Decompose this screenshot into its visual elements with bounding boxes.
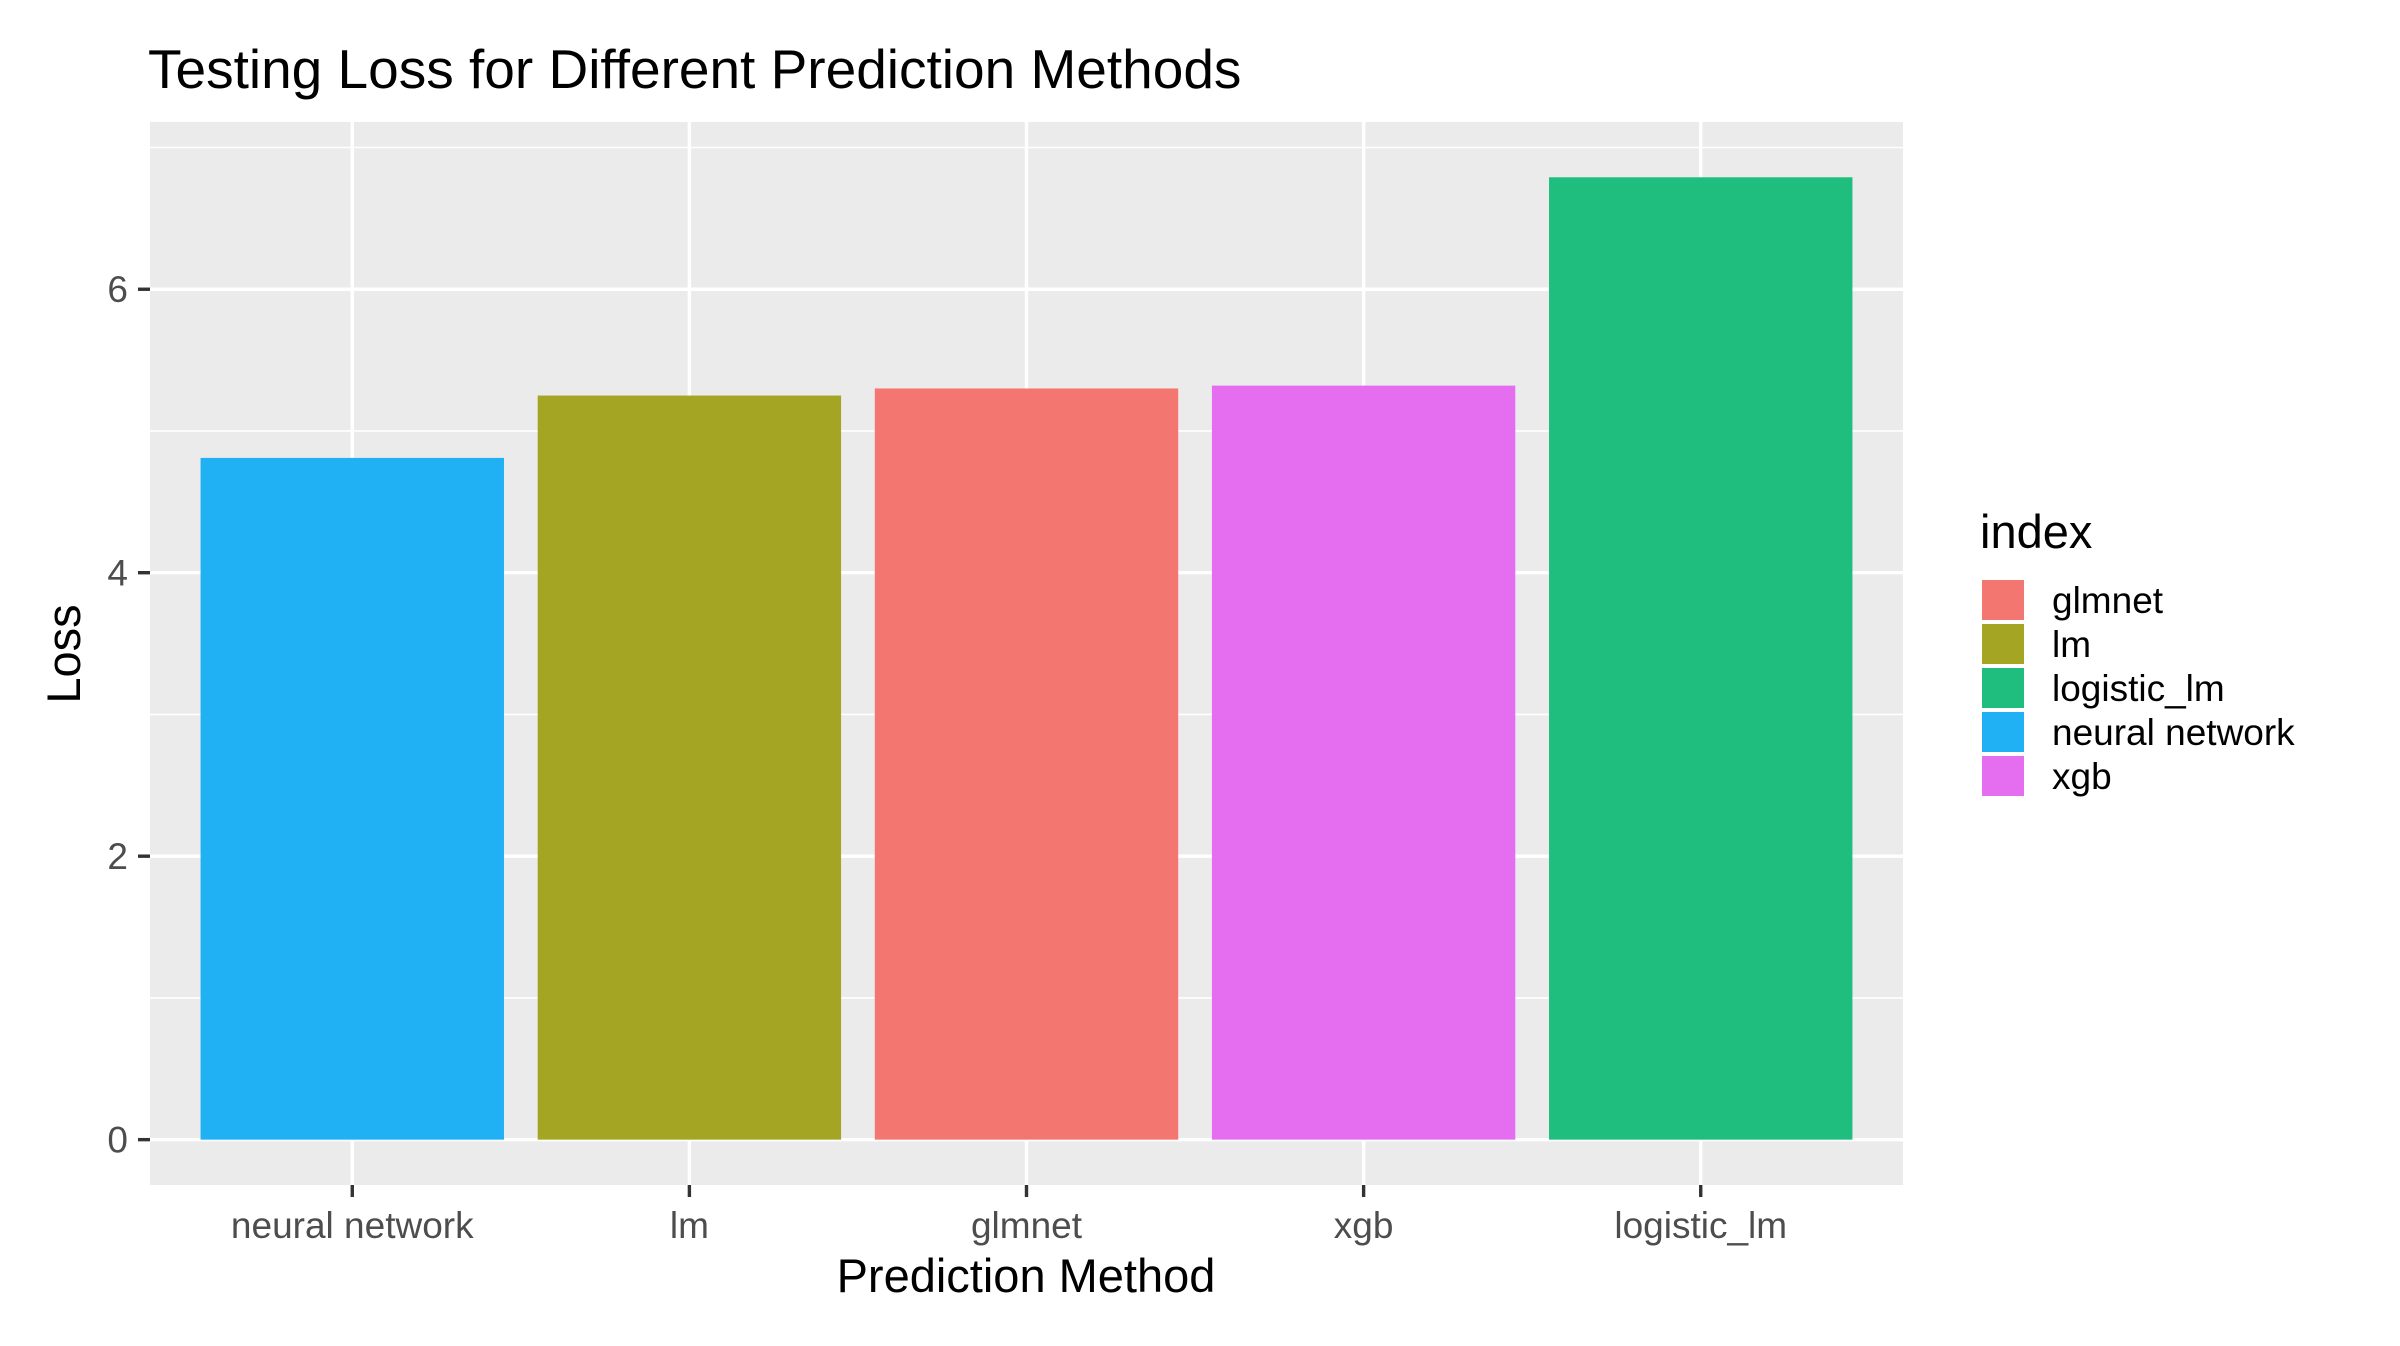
bar-neural-network [200,457,504,1140]
y-axis-title: Loss [37,604,90,703]
legend-label: xgb [2052,756,2112,797]
x-tick-label: neural network [231,1205,474,1246]
x-axis-title: Prediction Method [837,1249,1216,1302]
legend-swatch [1982,756,2024,796]
y-tick-label: 6 [107,269,128,310]
legend-label: lm [2052,624,2091,665]
bar-glmnet [874,388,1179,1140]
x-tick-label: glmnet [971,1205,1083,1246]
chart-title: Testing Loss for Different Prediction Me… [148,38,1241,100]
y-tick-label: 4 [107,553,128,594]
legend-label: neural network [2052,712,2295,753]
x-axis: neural network lm glmnet xgb logistic_lm [231,1185,1787,1246]
legend-title: index [1980,505,2092,558]
bar-logistic-lm [1549,177,1853,1140]
x-tick-label: xgb [1334,1205,1394,1246]
x-tick-label: lm [670,1205,709,1246]
y-tick-label: 2 [107,836,128,877]
legend-label: logistic_lm [2052,668,2225,709]
legend-swatch [1982,712,2024,752]
legend-swatch [1982,668,2024,708]
x-tick-label: logistic_lm [1614,1205,1787,1246]
bar-xgb [1211,385,1516,1140]
legend-swatch [1982,624,2024,664]
y-tick-label: 0 [107,1120,128,1161]
y-axis: 0 2 4 6 [107,269,150,1161]
bar-lm [537,395,842,1140]
legend-swatch [1982,580,2024,620]
legend-label: glmnet [2052,580,2164,621]
bars [200,177,1853,1140]
